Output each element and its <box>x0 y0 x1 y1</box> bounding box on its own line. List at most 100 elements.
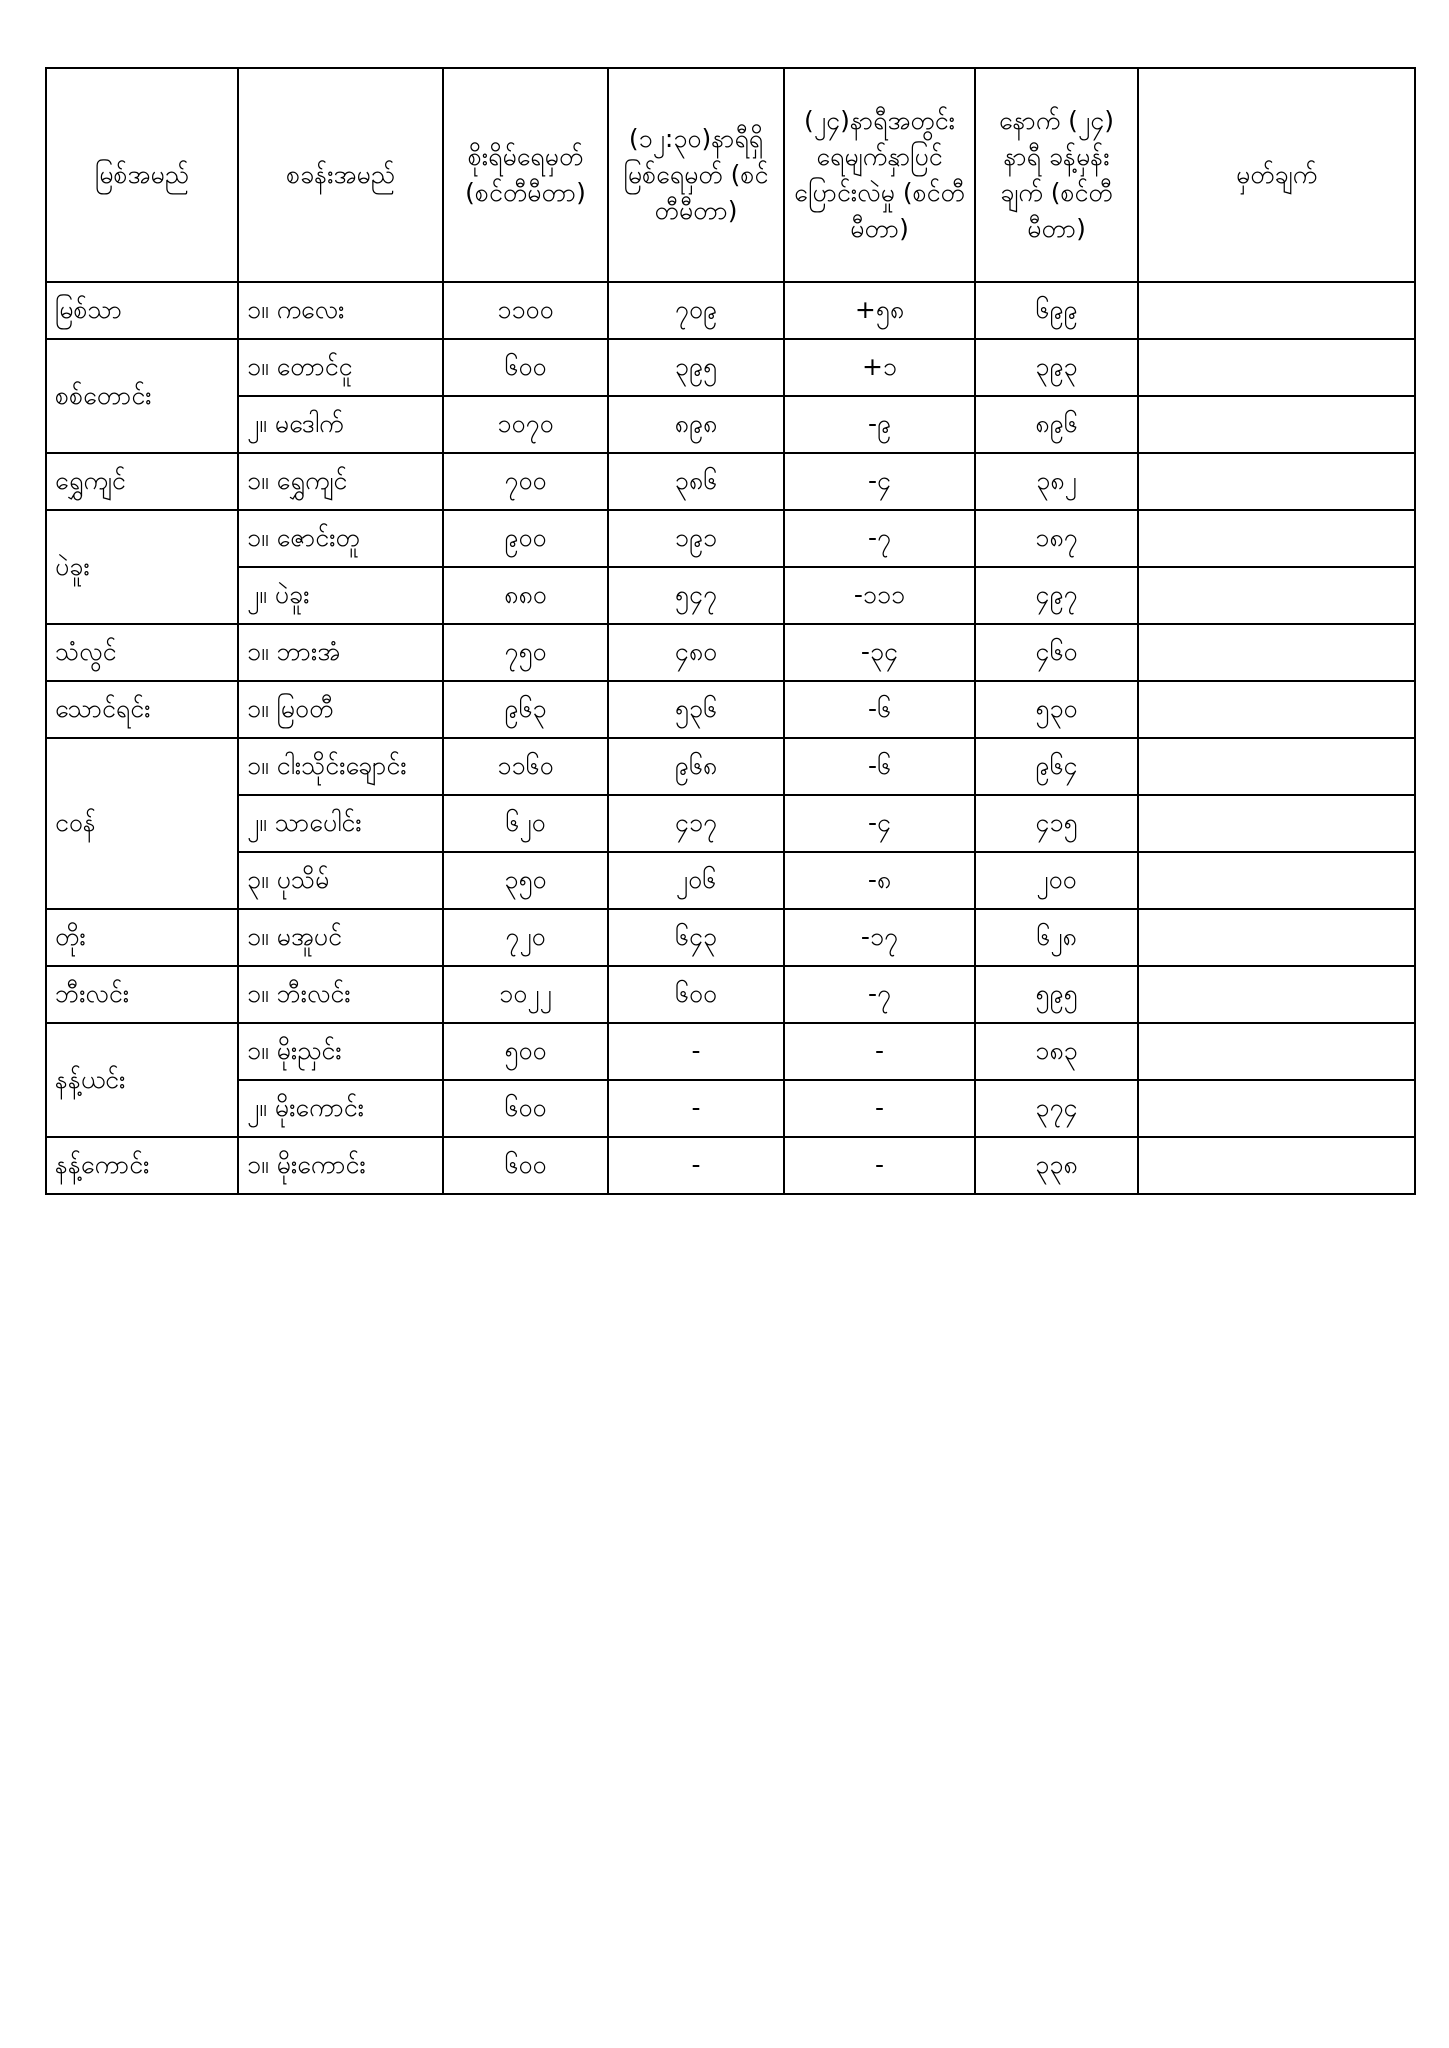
station-name-cell: ၁။ မအူပင် <box>237 908 444 967</box>
danger-level-cell: ၁၁၀၀ <box>442 281 609 340</box>
change-cell: - <box>783 1079 976 1138</box>
river-name-cell: နန့်ကောင်း <box>45 1136 239 1195</box>
change-cell: +၁ <box>783 338 976 397</box>
table-row: တိုး ၁။ မအူပင် ၇၂၀ ၆၄၃ -၁၇ ၆၂၈ <box>45 908 1416 967</box>
change-cell: - <box>783 1136 976 1195</box>
current-level-cell: - <box>607 1022 785 1081</box>
remarks-cell <box>1137 680 1416 739</box>
change-cell: +၅၈ <box>783 281 976 340</box>
forecast-cell: ၃၈၂ <box>974 452 1139 511</box>
forecast-cell: ၃၃၈ <box>974 1136 1139 1195</box>
forecast-cell: ၁၈၇ <box>974 509 1139 568</box>
forecast-cell: ၆၂၈ <box>974 908 1139 967</box>
table-row: ၂။ မဒေါက် ၁၀၇၀ ၈၉၈ -၉ ၈၉၆ <box>46 395 1416 454</box>
danger-level-cell: ၃၅၀ <box>442 851 609 910</box>
header-danger-level: စိုးရိမ်ရေမှတ် (စင်တီမီတာ) <box>442 67 609 283</box>
table-row: ဘီးလင်း ၁။ ဘီးလင်း ၁၀၂၂ ၆၀၀ -၇ ၅၉၅ <box>45 965 1416 1024</box>
danger-level-cell: ၈၈၀ <box>442 566 609 625</box>
forecast-cell: ၂၀၀ <box>974 851 1139 910</box>
table-row: ၂။ ပဲခူး ၈၈၀ ၅၄၇ -၁၁၁ ၄၉၇ <box>46 566 1416 625</box>
station-name-cell: ၂။ သာပေါင်း <box>237 794 444 853</box>
change-cell: -၈ <box>783 851 976 910</box>
river-name-cell: ဘီးလင်း <box>45 965 239 1024</box>
table-row: ပဲခူး ၁။ ဇောင်းတူ ၉၀၀ ၁၉၁ -၇ ၁၈၇ <box>45 509 1416 625</box>
current-level-cell: - <box>607 1136 785 1195</box>
remarks-cell <box>1137 281 1416 340</box>
header-current-level: (၁၂:၃၀)နာရီရှိ မြစ်ရေမှတ် (စင်တီမီတာ) <box>607 67 785 283</box>
current-level-cell: ၆၀၀ <box>607 965 785 1024</box>
river-name-cell: သံလွင် <box>45 623 239 682</box>
station-name-cell: ၁။ ရွှေကျင် <box>237 452 444 511</box>
river-name-cell: တိုး <box>45 908 239 967</box>
danger-level-cell: ၁၀၇၀ <box>442 395 609 454</box>
river-water-level-table: မြစ်အမည် စခန်းအမည် စိုးရိမ်ရေမှတ် (စင်တီ… <box>45 67 1416 1195</box>
river-name-cell: ပဲခူး <box>45 509 239 625</box>
station-name-cell: ၁။ ဘီးလင်း <box>237 965 444 1024</box>
river-name-cell: ငဝန် <box>45 737 239 910</box>
remarks-cell <box>1137 737 1416 796</box>
forecast-cell: ၃၉၃ <box>974 338 1139 397</box>
header-24h-change: (၂၄)နာရီအတွင်း ရေမျက်နှာပြင် ပြောင်းလဲမှ… <box>783 67 976 283</box>
remarks-cell <box>1137 851 1416 910</box>
danger-level-cell: ၉၀၀ <box>442 509 609 568</box>
current-level-cell: ၄၁၇ <box>607 794 785 853</box>
forecast-cell: ၆၉၉ <box>974 281 1139 340</box>
forecast-cell: ၃၇၄ <box>974 1079 1139 1138</box>
station-name-cell: ၂။ ပဲခူး <box>237 566 444 625</box>
river-name-cell: နန့်ယင်း <box>45 1022 239 1138</box>
table-row: ၃။ ပုသိမ် ၃၅၀ ၂၀၆ -၈ ၂၀၀ <box>46 851 1416 910</box>
danger-level-cell: ၆၀၀ <box>442 1136 609 1195</box>
danger-level-cell: ၆၀၀ <box>442 338 609 397</box>
header-remarks: မှတ်ချက် <box>1137 67 1416 283</box>
current-level-cell: ၈၉၈ <box>607 395 785 454</box>
header-forecast: နောက် (၂၄) နာရီ ခန့်မှန်းချက် (စင်တီမီတာ… <box>974 67 1139 283</box>
table-row: သံလွင် ၁။ ဘားအံ ၇၅၀ ၄၈၀ -၃၄ ၄၆၀ <box>45 623 1416 682</box>
table-row: စစ်တောင်း ၁။ တောင်ငူ ၆၀၀ ၃၉၅ +၁ ၃၉၃ <box>45 338 1416 454</box>
forecast-cell: ၉၆၄ <box>974 737 1139 796</box>
current-level-cell: ၄၈၀ <box>607 623 785 682</box>
danger-level-cell: ၆၂၀ <box>442 794 609 853</box>
danger-level-cell: ၁၀၂၂ <box>442 965 609 1024</box>
forecast-cell: ၅၉၅ <box>974 965 1139 1024</box>
remarks-cell <box>1137 509 1416 568</box>
remarks-cell <box>1137 566 1416 625</box>
change-cell: -၇ <box>783 509 976 568</box>
danger-level-cell: ၇၅၀ <box>442 623 609 682</box>
danger-level-cell: ၇၂၀ <box>442 908 609 967</box>
table-row: နန့်ယင်း ၁။ မိုးညှင်း ၅၀၀- -၁၈၃ <box>45 1022 1416 1138</box>
station-name-cell: ၁။ မိုးညှင်း <box>237 1022 444 1081</box>
station-name-cell: ၂။ မဒေါက် <box>237 395 444 454</box>
remarks-cell <box>1137 1136 1416 1195</box>
river-name-cell: စစ်တောင်း <box>45 338 239 454</box>
station-name-cell: ၁။ မိုးကောင်း <box>237 1136 444 1195</box>
current-level-cell: ၅၄၇ <box>607 566 785 625</box>
header-row: မြစ်အမည် စခန်းအမည် စိုးရိမ်ရေမှတ် (စင်တီ… <box>45 67 1416 283</box>
danger-level-cell: ၅၀၀ <box>442 1022 609 1081</box>
forecast-cell: ၄၁၅ <box>974 794 1139 853</box>
table-row: ငဝန် ၁။ ငါးသိုင်းချောင်း ၁၁၆၀ ၉၆၈ -၆ ၉၆၄ <box>45 737 1416 910</box>
remarks-cell <box>1137 338 1416 397</box>
change-cell: -၇ <box>783 965 976 1024</box>
table-row: သောင်ရင်း ၁။ မြဝတီ ၉၆၃ ၅၃၆ -၆ ၅၃၀ <box>45 680 1416 739</box>
change-cell: - <box>783 1022 976 1081</box>
current-level-cell: ၉၆၈ <box>607 737 785 796</box>
forecast-cell: ၈၉၆ <box>974 395 1139 454</box>
river-name-cell: ရွှေကျင် <box>45 452 239 511</box>
change-cell: -၄ <box>783 794 976 853</box>
current-level-cell: ၁၉၁ <box>607 509 785 568</box>
forecast-cell: ၄၆၀ <box>974 623 1139 682</box>
station-name-cell: ၁။ ဇောင်းတူ <box>237 509 444 568</box>
change-cell: -၁၁၁ <box>783 566 976 625</box>
current-level-cell: ၃၈၆ <box>607 452 785 511</box>
table-row: ၂။ မိုးကောင်း ၆၀၀- -၃၇၄ <box>46 1079 1416 1138</box>
station-name-cell: ၁။ ဘားအံ <box>237 623 444 682</box>
remarks-cell <box>1137 623 1416 682</box>
current-level-cell: ၅၃၆ <box>607 680 785 739</box>
forecast-cell: ၅၃၀ <box>974 680 1139 739</box>
remarks-cell <box>1137 395 1416 454</box>
station-name-cell: ၂။ မိုးကောင်း <box>237 1079 444 1138</box>
header-river: မြစ်အမည် <box>45 67 239 283</box>
current-level-cell: ၇၀၉ <box>607 281 785 340</box>
station-name-cell: ၁။ ကလေး <box>237 281 444 340</box>
header-station: စခန်းအမည် <box>237 67 444 283</box>
